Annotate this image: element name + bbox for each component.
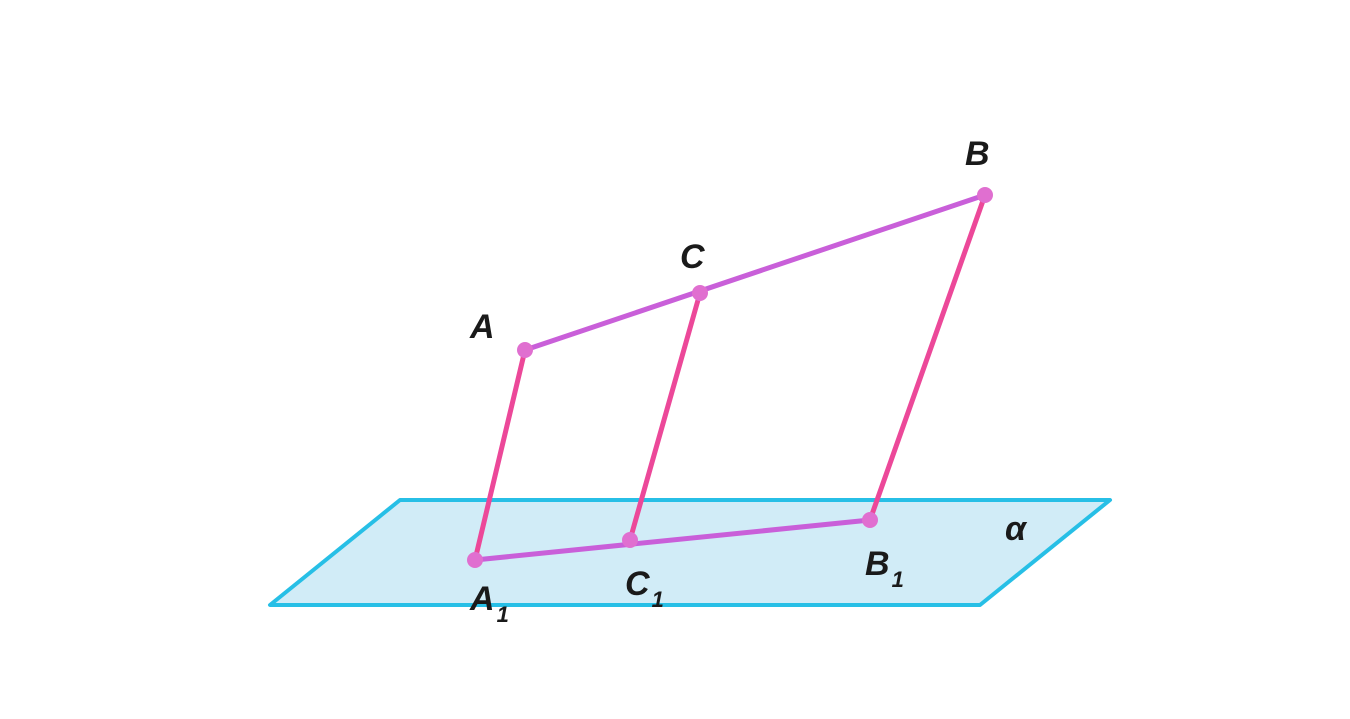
segment-A-B	[525, 195, 985, 350]
point-C1	[622, 532, 638, 548]
point-C	[692, 285, 708, 301]
point-B1	[862, 512, 878, 528]
point-A	[517, 342, 533, 358]
label-C: C	[680, 238, 705, 276]
label-A: A	[469, 308, 495, 346]
plane-alpha	[270, 500, 1110, 605]
geometry-diagram: ACBA1C1B1 α	[0, 0, 1350, 719]
point-B	[977, 187, 993, 203]
point-A1	[467, 552, 483, 568]
plane-label: α	[1005, 510, 1028, 548]
label-B: B	[965, 135, 990, 173]
segment-B-B1	[870, 195, 985, 520]
